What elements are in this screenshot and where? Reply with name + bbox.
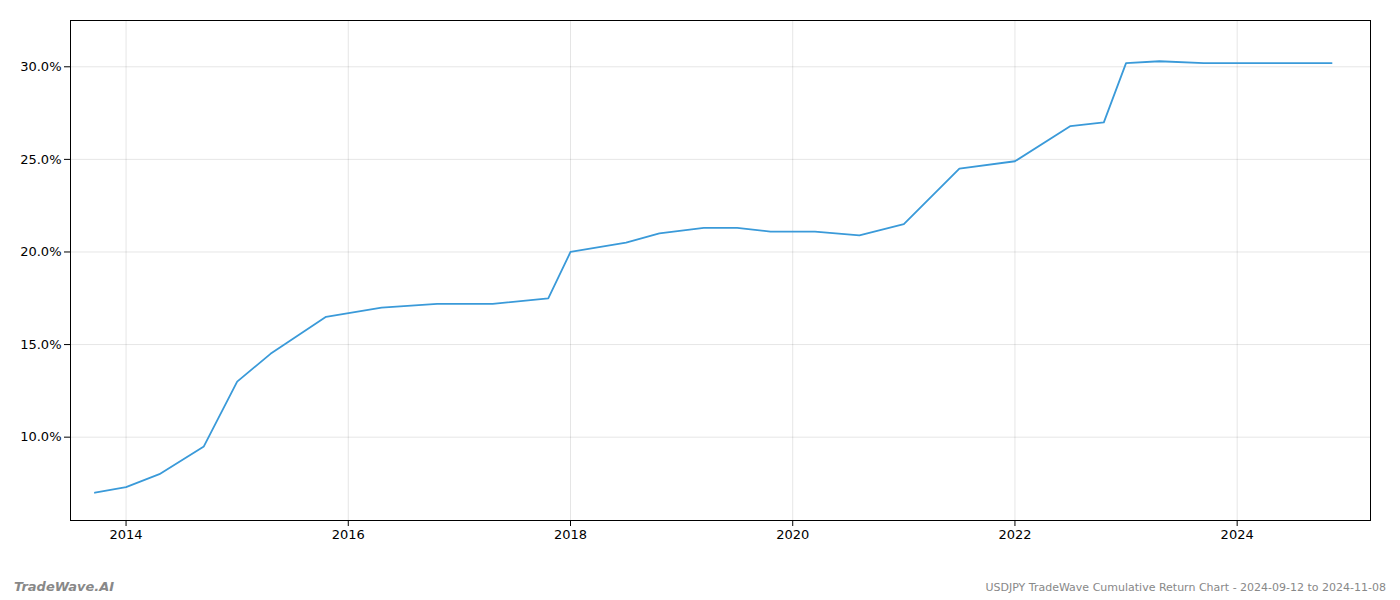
- svg-text:2020: 2020: [776, 527, 809, 542]
- svg-text:10.0%: 10.0%: [20, 429, 61, 444]
- svg-text:2024: 2024: [1221, 527, 1254, 542]
- html-text:USDJPY TradeWave Cumulative Re: USDJPY TradeWave Cumulative Return Chart…: [985, 581, 1386, 594]
- svg-text:2018: 2018: [554, 527, 587, 542]
- svg-text:2022: 2022: [998, 527, 1031, 542]
- svg-text:15.0%: 15.0%: [20, 337, 61, 352]
- svg-text:20.0%: 20.0%: [20, 244, 61, 259]
- svg-text:25.0%: 25.0%: [20, 152, 61, 167]
- html-text:TradeWave.AI: TradeWave.AI: [14, 579, 115, 594]
- svg-text:2014: 2014: [110, 527, 143, 542]
- svg-text:30.0%: 30.0%: [20, 59, 61, 74]
- svg-text:2016: 2016: [332, 527, 365, 542]
